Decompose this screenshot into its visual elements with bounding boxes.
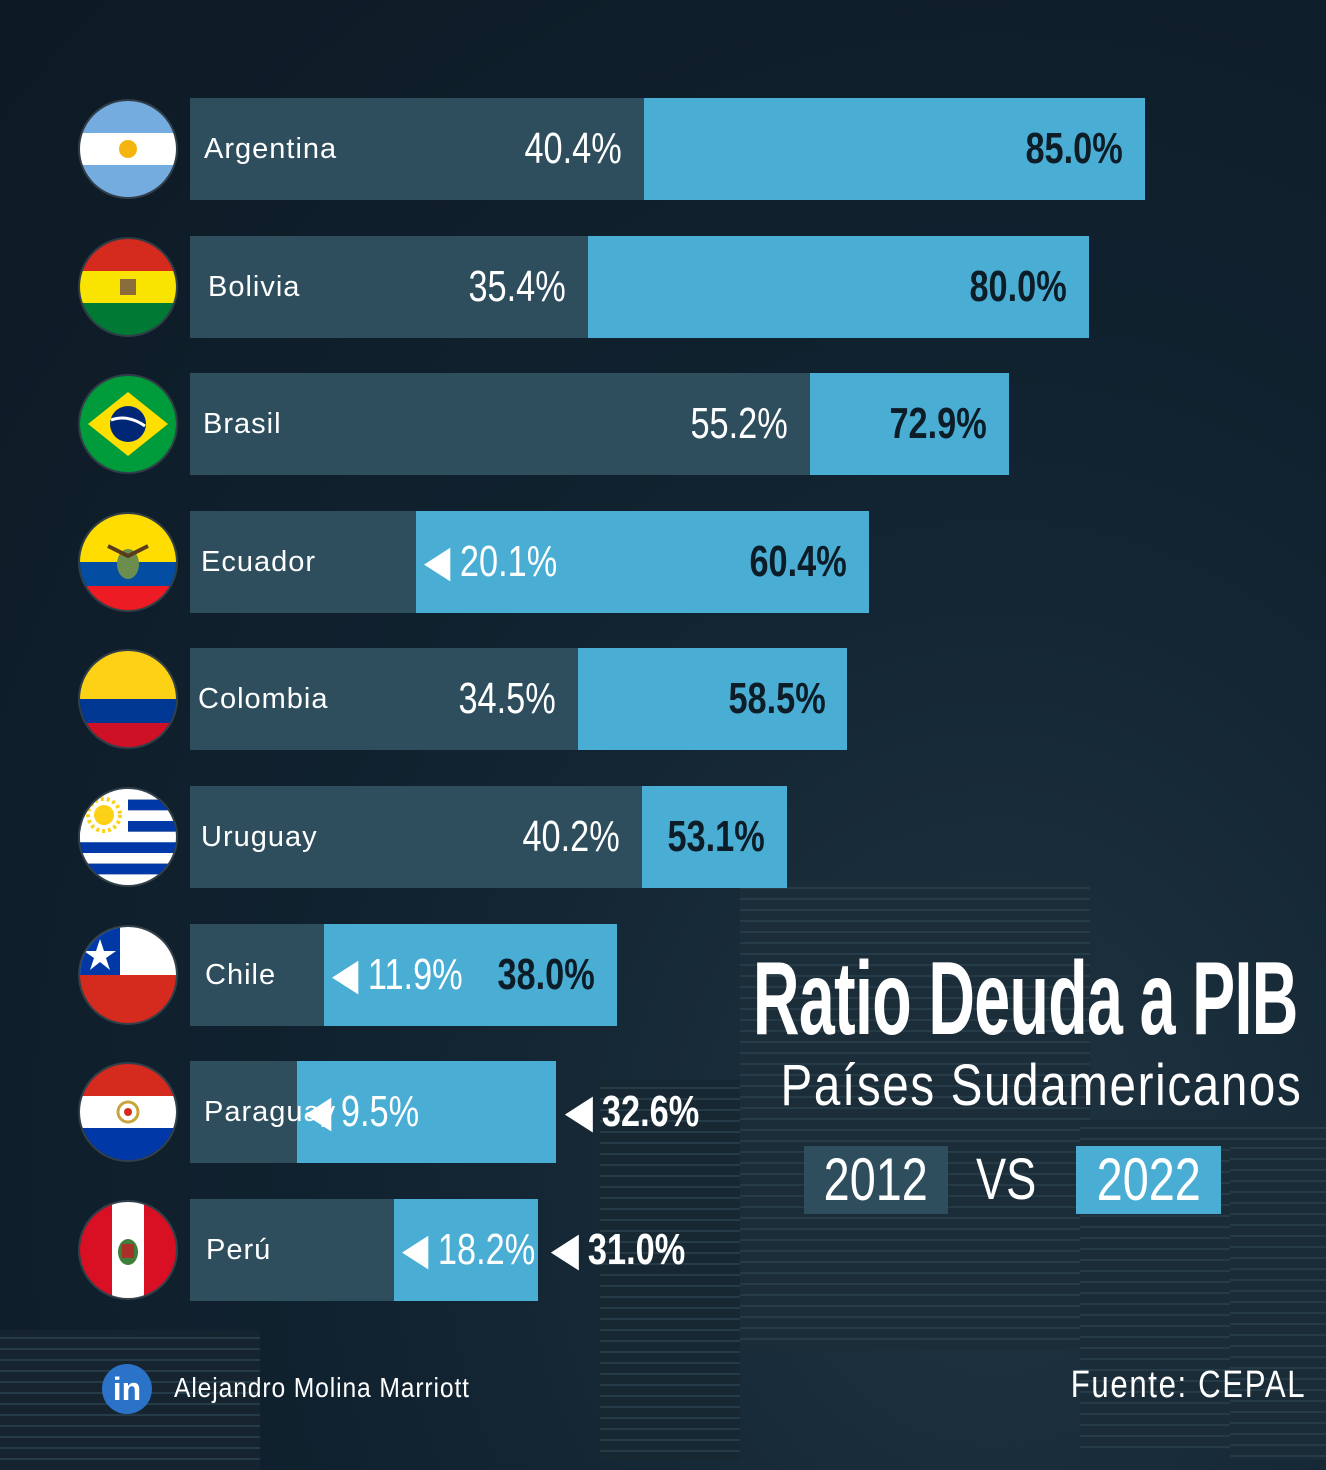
value-label-2022: ◀ 32.6% bbox=[566, 1087, 700, 1137]
bar-row-ecuador: Ecuador ◀ 20.1% 60.4% bbox=[0, 510, 1326, 613]
value-label-2012: 40.4% bbox=[524, 124, 622, 173]
bar-row-argentina: Argentina 40.4% 85.0% bbox=[0, 98, 1326, 200]
value-label-2012: ◀ 9.5% bbox=[304, 1087, 419, 1137]
country-label: Colombia bbox=[198, 683, 329, 716]
source-credit: Fuente: CEPAL bbox=[1070, 1364, 1306, 1406]
value-label-2012: 40.2% bbox=[522, 812, 620, 861]
value-label-2022: 60.4% bbox=[749, 536, 847, 586]
bar-2012 bbox=[643, 98, 1145, 200]
country-label: Chile bbox=[205, 958, 277, 991]
value-label-2012: ◀ 18.2% bbox=[402, 1224, 536, 1274]
legend-2022: 2022 bbox=[1076, 1146, 1221, 1214]
country-label: Ecuador bbox=[201, 545, 317, 578]
value-label-2022: 58.5% bbox=[727, 674, 826, 724]
coin-stack bbox=[600, 1080, 740, 1460]
bar-row-bolivia: Bolivia 35.4% 80.0% bbox=[0, 235, 1326, 338]
coin-stack bbox=[740, 880, 1090, 1350]
country-label: Perú bbox=[206, 1233, 272, 1266]
value-label-2012: 35.4% bbox=[468, 261, 566, 311]
value-label-2022: 53.1% bbox=[667, 812, 765, 861]
flag-brasil-icon bbox=[80, 376, 176, 473]
country-label: Bolivia bbox=[208, 270, 301, 303]
bar-2012 bbox=[394, 1198, 539, 1301]
flag-bolivia-icon bbox=[80, 238, 176, 335]
flag-uruguay-icon bbox=[80, 789, 176, 885]
country-label: Paraguay bbox=[204, 1096, 337, 1129]
bar-row-brasil: Brasil 55.2% 72.9% bbox=[0, 373, 1326, 476]
flag-colombia-icon bbox=[80, 651, 176, 748]
country-label: Argentina bbox=[204, 133, 338, 165]
legend-vs: VS bbox=[976, 1147, 1037, 1212]
flag-argentina-icon bbox=[80, 101, 176, 197]
value-label-2022: ◀ 31.0% bbox=[552, 1224, 686, 1274]
value-label-2012: 34.5% bbox=[458, 674, 556, 724]
bar-row-uruguay: Uruguay 40.2% 53.1% bbox=[0, 786, 1326, 888]
value-label-2022: 85.0% bbox=[1025, 124, 1123, 173]
country-label: Brasil bbox=[203, 408, 282, 441]
flag-ecuador-icon bbox=[80, 513, 176, 610]
flag-paraguay-icon bbox=[80, 1064, 176, 1161]
legend-2012: 2012 bbox=[804, 1146, 948, 1214]
bar-2012 bbox=[296, 1061, 557, 1164]
chart-title: Ratio Deuda a PIB bbox=[753, 941, 1298, 1057]
value-label-2012: 55.2% bbox=[690, 399, 789, 449]
bar-2012 bbox=[587, 235, 1089, 338]
bar-2012 bbox=[641, 786, 787, 888]
value-label-2012: ◀ 20.1% bbox=[423, 536, 558, 586]
bar-row-colombia: Colombia 34.5% 58.5% bbox=[0, 648, 1326, 751]
bar-row-chile: Chile ◀ 11.9% 38.0% bbox=[0, 923, 1326, 1026]
country-label: Uruguay bbox=[201, 821, 318, 853]
bar-row-perú: Perú ◀ 18.2% ◀ 31.0% bbox=[0, 1198, 1326, 1301]
flag-chile-icon bbox=[80, 926, 176, 1023]
value-label-2022: 72.9% bbox=[889, 399, 988, 449]
value-label-2022: 38.0% bbox=[497, 949, 595, 999]
value-label-2022: 80.0% bbox=[969, 261, 1067, 311]
flag-perú-icon bbox=[80, 1201, 176, 1298]
author-credit: Alejandro Molina Marriott bbox=[174, 1372, 470, 1403]
bar-2012 bbox=[577, 648, 848, 751]
bar-2012 bbox=[810, 373, 1010, 476]
linkedin-icon: in bbox=[102, 1364, 152, 1414]
value-label-2012: ◀ 11.9% bbox=[331, 949, 463, 999]
bar-2012 bbox=[323, 923, 617, 1026]
coin-stack bbox=[1230, 1140, 1326, 1460]
bar-row-paraguay: Paraguay ◀ 9.5% ◀ 32.6% bbox=[0, 1061, 1326, 1164]
bar-2012 bbox=[415, 510, 869, 613]
chart-subtitle: Países Sudamericanos bbox=[780, 1053, 1302, 1118]
